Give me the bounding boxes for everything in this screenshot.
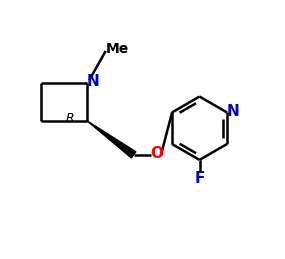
- Text: N: N: [87, 74, 99, 89]
- Text: O: O: [150, 146, 163, 161]
- Text: R: R: [66, 112, 75, 125]
- Text: Me: Me: [105, 42, 129, 56]
- Text: F: F: [194, 171, 205, 186]
- Polygon shape: [87, 121, 136, 158]
- Text: N: N: [226, 104, 239, 119]
